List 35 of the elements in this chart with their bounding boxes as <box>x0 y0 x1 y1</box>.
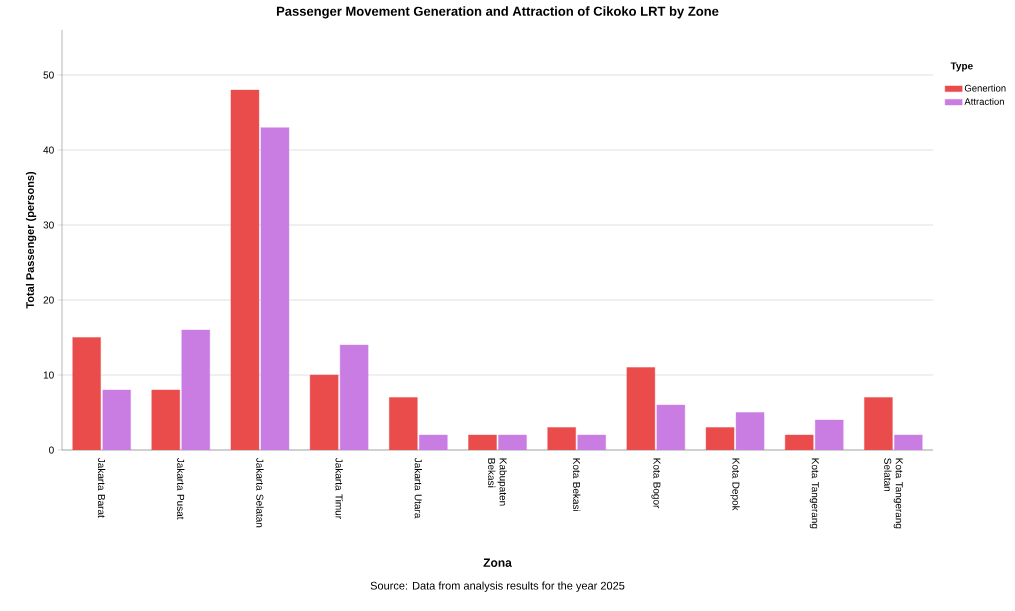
y-tick-label: 40 <box>43 146 54 154</box>
bar <box>626 367 656 450</box>
bar <box>72 337 101 450</box>
bar <box>389 397 418 450</box>
bar <box>468 434 497 450</box>
legend-label: Genertion <box>964 84 1006 92</box>
y-axis-title: Total Passenger (persons) <box>25 171 37 309</box>
x-tick-label: Kota Bekasi <box>573 458 581 512</box>
bar <box>230 89 260 450</box>
x-tick-label: Kota Tangerang Selatan <box>884 458 903 529</box>
bar <box>309 374 339 450</box>
x-axis-title: Zona <box>483 558 512 567</box>
legend-label: Attraction <box>964 97 1004 105</box>
y-tick-label: 50 <box>43 71 54 79</box>
y-tick-label: 0 <box>49 446 54 454</box>
chart-title: Passenger Movement Generation and Attraction of Cikoko LRT by Zone <box>276 6 719 19</box>
y-tick-label: 20 <box>43 296 54 304</box>
y-tick-label: 30 <box>43 221 54 229</box>
source-note: Source: Data from analysis results for the year 2025 <box>370 581 625 592</box>
y-tick-label: 10 <box>43 371 54 379</box>
x-tick-label: Kabupaten Bekasi <box>488 458 507 506</box>
x-tick-label: Jakarta Timur <box>335 457 343 519</box>
x-tick-label: Jakarta Utara <box>414 457 422 519</box>
x-tick-label: Kota Depok <box>730 458 740 511</box>
bar <box>785 434 814 450</box>
legend-title: Type <box>950 62 973 72</box>
x-tick-label: Jakarta Barat <box>97 457 106 518</box>
bar <box>547 427 576 450</box>
bar <box>705 427 735 450</box>
bar <box>864 397 893 450</box>
x-tick-label: Jakarta Pusat <box>177 457 185 520</box>
x-tick-label: Jakarta Selatan <box>256 457 264 528</box>
x-tick-label: Kota Bogor <box>651 458 661 509</box>
bar <box>151 389 180 450</box>
x-tick-label: Kota Tangerang <box>809 458 819 529</box>
